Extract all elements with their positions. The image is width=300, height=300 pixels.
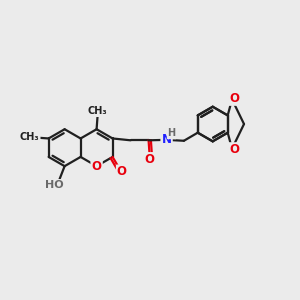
Text: N: N xyxy=(162,133,172,146)
Text: O: O xyxy=(117,165,127,178)
Text: CH₃: CH₃ xyxy=(20,132,40,142)
Text: O: O xyxy=(92,160,102,173)
Text: HO: HO xyxy=(45,180,64,190)
Text: HO: HO xyxy=(45,180,64,190)
Text: O: O xyxy=(229,92,239,105)
Text: O: O xyxy=(229,143,239,156)
Text: H: H xyxy=(168,128,176,138)
Text: CH₃: CH₃ xyxy=(20,132,40,142)
Text: CH₃: CH₃ xyxy=(88,106,108,116)
Text: CH₃: CH₃ xyxy=(88,106,108,116)
Text: N: N xyxy=(162,133,172,146)
Text: O: O xyxy=(229,92,239,105)
Text: O: O xyxy=(229,143,239,156)
Text: O: O xyxy=(145,153,155,166)
Text: O: O xyxy=(145,153,155,166)
Text: O: O xyxy=(92,160,102,173)
Text: H: H xyxy=(168,128,176,138)
